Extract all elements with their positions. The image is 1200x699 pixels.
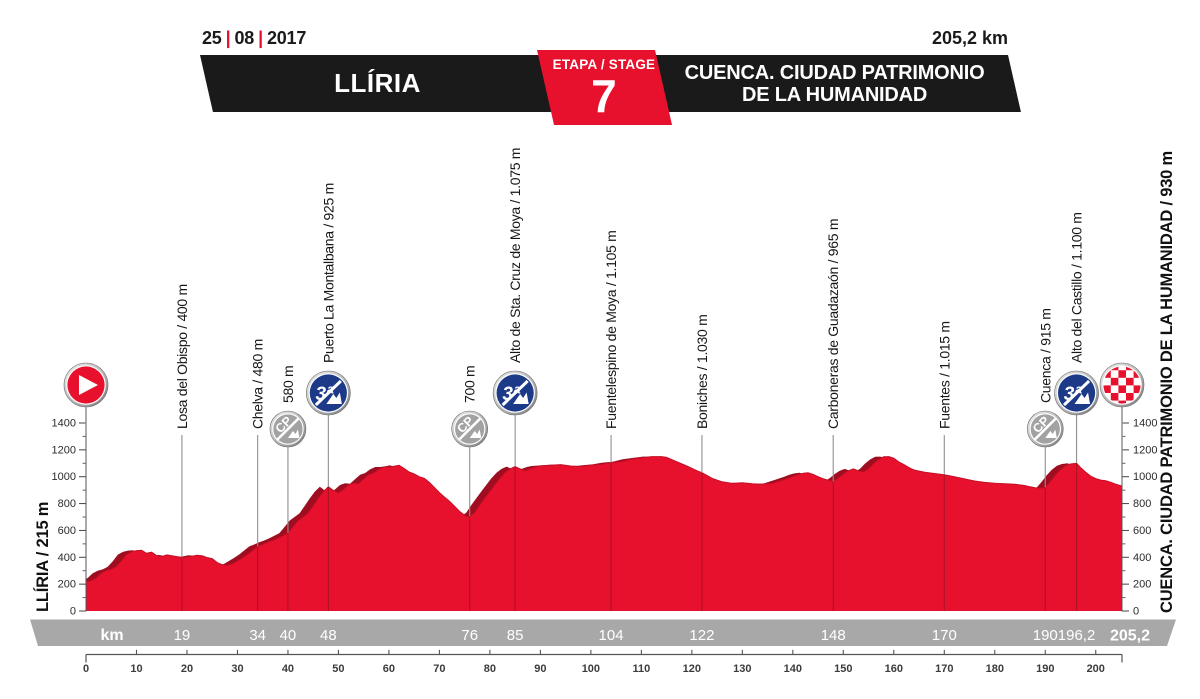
waypoint-label: Losa del Obispo / 400 m	[174, 284, 190, 429]
y-axis-tick-label-right: 200	[1133, 579, 1151, 591]
km-band-value: 76	[461, 627, 478, 644]
ruler-tick-label: 40	[282, 663, 294, 675]
y-axis-tick-label-right: 0	[1133, 606, 1139, 618]
ruler-tick-label: 20	[181, 663, 193, 675]
finish-label: CUENCA. CIUDAD PATRIMONIO DE LA HUMANIDA…	[1158, 151, 1176, 613]
stage-date: 25 | 08 | 2017	[202, 28, 306, 49]
y-axis-tick-label-left: 400	[58, 552, 76, 564]
km-band-strip	[30, 619, 1176, 646]
stage-number-box: ETAPA / STAGE 7	[537, 50, 673, 125]
waypoint-label: Carboneras de Guadazaón / 965 m	[825, 219, 841, 429]
ruler-tick-label: 190	[1036, 663, 1054, 675]
finish-icon	[1099, 362, 1145, 408]
waypoint-label: Fuentes / 1.015 m	[936, 321, 952, 429]
svg-text:3ª: 3ª	[502, 384, 521, 405]
svg-text:3ª: 3ª	[316, 384, 335, 405]
waypoint-label: Fuentelespino de Moya / 1.105 m	[603, 231, 619, 430]
waypoints: Losa del Obispo / 400 m Chelva / 480 m 580…	[174, 148, 1085, 611]
y-axis-tick-label-left: 1000	[52, 471, 76, 483]
km-ruler: 0 10 20 30 40 50 60 70 80 90 100 110 120 130 140 150 160…	[83, 649, 1123, 675]
ruler-tick-label: 120	[683, 663, 701, 675]
ruler-tick-label: 150	[834, 663, 852, 675]
waypoint-label: Chelva / 480 m	[250, 339, 266, 429]
ruler-tick-label: 10	[130, 663, 142, 675]
ruler-tick-label: 100	[582, 663, 600, 675]
category-3-climb-icon: 3ª	[1054, 370, 1099, 416]
waypoint-label: Cuenca / 915 m	[1037, 308, 1053, 403]
ruler-tick-label: 180	[986, 663, 1004, 675]
km-band-unit-label: km	[100, 627, 123, 644]
ruler-tick-label: 50	[332, 663, 344, 675]
km-band-value: 196,2	[1058, 627, 1096, 644]
y-axis-tick-label-left: 0	[70, 606, 76, 618]
ruler-tick-label: 90	[534, 663, 546, 675]
total-distance: 205,2 km	[931, 28, 1008, 48]
y-axis-tick-label-left: 1200	[52, 444, 76, 456]
ruler-tick-label: 200	[1087, 663, 1105, 675]
ruler-tick-label: 170	[935, 663, 953, 675]
date-day: 25	[202, 28, 222, 48]
km-band-value: 148	[821, 627, 846, 644]
y-axis-tick-label-right: 400	[1133, 552, 1151, 564]
date-separator: |	[225, 28, 231, 48]
date-year: 2017	[266, 28, 307, 48]
date-separator: |	[258, 28, 263, 48]
ruler-tick-label: 60	[383, 663, 395, 675]
profile-area	[86, 456, 1122, 611]
start-city-label: LLÍRIA	[334, 68, 421, 98]
waypoint-label: 700 m	[462, 366, 478, 403]
date-month: 08	[234, 28, 255, 48]
km-band-value: 34	[249, 627, 266, 644]
km-band-value: 19	[174, 627, 191, 644]
stage-number: 7	[591, 70, 617, 122]
start-label: LLÍRIA / 215 m	[33, 502, 52, 612]
y-axis-tick-label-right: 1000	[1133, 471, 1157, 483]
svg-text:3ª: 3ª	[1064, 384, 1083, 405]
finish-city-line1: CUENCA. CIUDAD PATRIMONIO	[684, 62, 985, 84]
y-axis-tick-label-right: 600	[1133, 525, 1151, 537]
y-axis-tick-label-left: 600	[58, 525, 76, 537]
ruler-tick-label: 70	[433, 663, 445, 675]
y-axis-tick-label-right: 1400	[1133, 418, 1157, 430]
waypoint-label: Boniches / 1.030 m	[694, 315, 710, 429]
finish-city-label: CUENCA. CIUDAD PATRIMONIO DE LA HUMANIDA…	[659, 62, 1011, 106]
y-axis-tick-label-left: 1400	[52, 418, 76, 430]
cp-icon: CP	[269, 410, 307, 448]
y-axis-tick-label-right: 800	[1133, 498, 1151, 510]
y-axes: 0 0 200 200 400 400 600 600 800 800 1000 1000 1200 12…	[52, 418, 1158, 618]
cp-icon: CP	[1026, 410, 1064, 448]
km-band-value: 48	[320, 627, 337, 644]
y-axis-tick-label-right: 1200	[1133, 444, 1157, 456]
km-band-value: 85	[507, 627, 524, 644]
cp-icon: CP	[451, 410, 489, 448]
km-band-total: 205,2	[1110, 628, 1150, 645]
ruler-tick-label: 30	[231, 663, 243, 675]
waypoint-label: Alto del Castillo / 1.100 m	[1069, 212, 1085, 363]
km-band-value: 40	[280, 627, 297, 644]
waypoint-label: Alto de Sta. Cruz de Moya / 1.075 m	[507, 148, 523, 363]
ruler-tick-label: 130	[733, 663, 751, 675]
ruler-tick-label: 0	[83, 663, 89, 675]
y-axis-tick-label-left: 800	[58, 498, 76, 510]
ruler-tick-label: 140	[784, 663, 802, 675]
km-band-value: 190	[1033, 627, 1058, 644]
finish-city-line2: DE LA HUMANIDAD	[742, 84, 928, 106]
ruler-tick-label: 80	[484, 663, 496, 675]
km-band-value: 170	[932, 627, 957, 644]
km-band-value: 104	[599, 627, 624, 644]
waypoint-label: Puerto La Montalbana / 925 m	[320, 183, 336, 363]
category-3-climb-icon: 3ª	[492, 370, 538, 416]
y-axis-tick-label-left: 200	[58, 579, 76, 591]
km-band-value: 122	[689, 627, 714, 644]
ruler-tick-label: 160	[885, 663, 903, 675]
waypoint-label: 580 m	[280, 366, 296, 403]
start-icon	[63, 362, 109, 408]
km-band: km 19 34 40 48 76 85 104 122 148 170 190 196,2 205,2	[30, 619, 1176, 646]
ruler-tick-label: 110	[632, 663, 650, 675]
category-3-climb-icon: 3ª	[306, 370, 351, 416]
